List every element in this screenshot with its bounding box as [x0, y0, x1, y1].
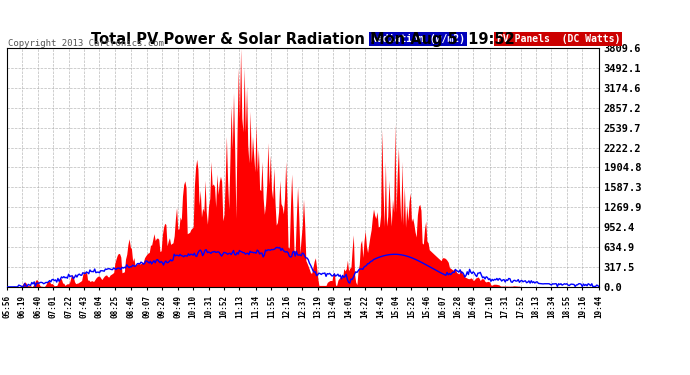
Text: PV Panels  (DC Watts): PV Panels (DC Watts)	[497, 34, 620, 44]
Text: Copyright 2013 Cartronics.com: Copyright 2013 Cartronics.com	[8, 39, 164, 48]
Text: Radiation (w/m2): Radiation (w/m2)	[371, 34, 465, 44]
Title: Total PV Power & Solar Radiation Mon Aug 5  19:52: Total PV Power & Solar Radiation Mon Aug…	[91, 32, 515, 47]
